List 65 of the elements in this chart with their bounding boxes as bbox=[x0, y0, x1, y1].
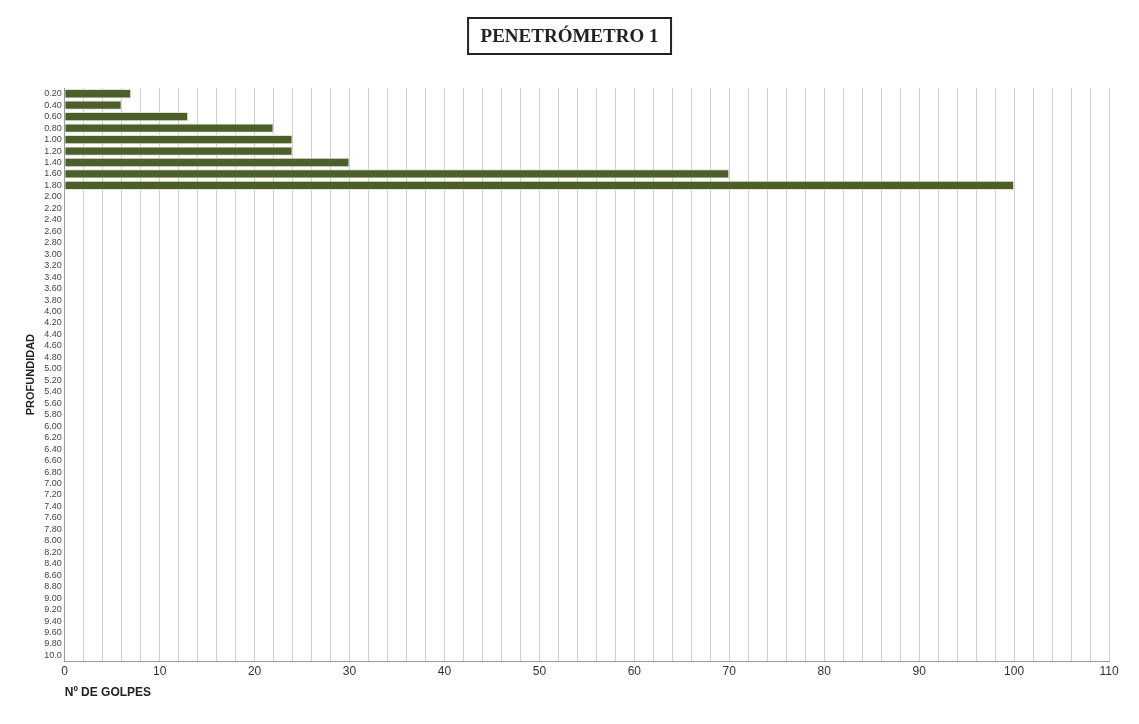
x-tick-label: 70 bbox=[722, 663, 737, 678]
y-tick-label: 0.20 bbox=[44, 88, 62, 99]
y-tick-label: 0.60 bbox=[44, 111, 62, 122]
y-tick-label: 8.80 bbox=[44, 581, 62, 592]
y-tick-label: 2.40 bbox=[44, 214, 62, 225]
y-tick-label: 6.60 bbox=[44, 455, 62, 466]
y-tick-label: 1.00 bbox=[44, 134, 62, 145]
y-tick-label: 4.00 bbox=[44, 306, 62, 317]
x-tick-label: 110 bbox=[1099, 663, 1119, 678]
x-tick-label: 10 bbox=[152, 663, 167, 678]
x-tick-label: 30 bbox=[342, 663, 357, 678]
y-tick-label: 1.20 bbox=[44, 145, 62, 156]
y-tick-label: 6.40 bbox=[44, 443, 62, 454]
y-tick-label: 5.80 bbox=[44, 409, 62, 420]
y-tick-label: 7.00 bbox=[44, 477, 62, 488]
y-tick-label: 10.0 bbox=[44, 649, 62, 660]
y-tick-label: 9.80 bbox=[44, 638, 62, 649]
y-tick-label: 9.60 bbox=[44, 627, 62, 638]
y-tick-label: 1.80 bbox=[44, 179, 62, 190]
y-tick-label: 8.60 bbox=[44, 569, 62, 580]
y-tick-label: 2.60 bbox=[44, 225, 62, 236]
y-tick-label: 7.80 bbox=[44, 523, 62, 534]
x-tick-label: 50 bbox=[532, 663, 547, 678]
y-tick-label: 5.00 bbox=[44, 363, 62, 374]
y-tick-label: 5.20 bbox=[44, 374, 62, 385]
y-tick-label: 2.00 bbox=[44, 191, 62, 202]
x-tick-label: 20 bbox=[247, 663, 262, 678]
y-tick-label: 4.20 bbox=[44, 317, 62, 328]
y-tick-label: 5.40 bbox=[44, 386, 62, 397]
y-tick-label: 3.80 bbox=[44, 294, 62, 305]
y-tick-label: 2.80 bbox=[44, 237, 62, 248]
y-tick-label: 8.40 bbox=[44, 558, 62, 569]
y-tick-label: 9.20 bbox=[44, 604, 62, 615]
y-tick-label: 3.60 bbox=[44, 283, 62, 294]
y-tick-label: 6.00 bbox=[44, 420, 62, 431]
y-tick-label: 1.40 bbox=[44, 157, 62, 167]
y-tick-label: 8.20 bbox=[44, 546, 62, 557]
x-tick-label: 60 bbox=[627, 663, 642, 678]
y-tick-label: 0.40 bbox=[44, 99, 62, 110]
y-tick-label: 9.40 bbox=[44, 615, 62, 626]
y-tick-label: 8.00 bbox=[44, 535, 62, 546]
y-tick-label: 4.40 bbox=[44, 328, 62, 339]
y-tick-label: 2.20 bbox=[44, 202, 62, 213]
y-tick-label: 3.20 bbox=[44, 260, 62, 271]
x-tick-label: 90 bbox=[912, 663, 927, 678]
y-tick-label: 9.00 bbox=[44, 592, 62, 603]
chart-title: PENETRÓMETRO 1 bbox=[466, 17, 673, 55]
x-tick-label: 80 bbox=[817, 663, 832, 678]
y-tick-label: 6.80 bbox=[44, 466, 62, 477]
y-tick-label: 6.20 bbox=[44, 432, 62, 443]
y-axis-title: PROFUNDIDAD bbox=[23, 333, 36, 416]
y-tick-label: 4.60 bbox=[44, 340, 62, 351]
x-tick-label: 0 bbox=[61, 663, 69, 678]
y-tick-label: 5.60 bbox=[44, 397, 62, 408]
y-tick-label: 3.00 bbox=[44, 248, 62, 259]
y-tick-label: 3.40 bbox=[44, 271, 62, 282]
x-axis-title: Nº DE GOLPES bbox=[64, 685, 152, 700]
y-tick-label: 7.40 bbox=[44, 500, 62, 511]
y-tick-label: 1.60 bbox=[44, 168, 62, 179]
y-tick-label: 0.80 bbox=[44, 122, 62, 133]
y-tick-label: 7.20 bbox=[44, 489, 62, 500]
x-tick-label: 40 bbox=[437, 663, 452, 678]
x-tick-label: 100 bbox=[1004, 663, 1025, 678]
y-tick-label: 7.60 bbox=[44, 512, 62, 523]
y-tick-label: 4.80 bbox=[44, 351, 62, 362]
